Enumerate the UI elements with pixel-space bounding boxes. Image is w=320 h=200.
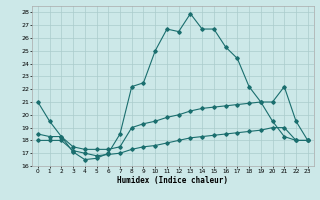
X-axis label: Humidex (Indice chaleur): Humidex (Indice chaleur): [117, 176, 228, 185]
